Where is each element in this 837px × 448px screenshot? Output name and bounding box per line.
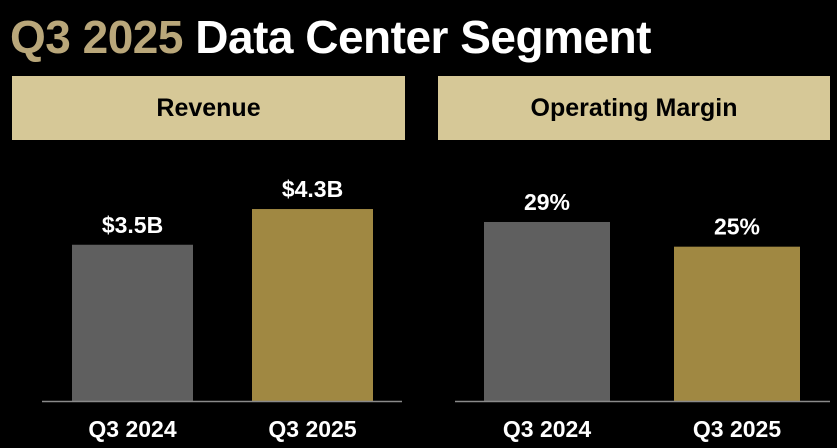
margin-q3-2025-value-label: 25%	[714, 214, 760, 240]
title-segment: Data Center Segment	[195, 11, 651, 63]
revenue-q3-2024-value-label: $3.5B	[102, 212, 163, 238]
margin-q3-2025-bar	[674, 246, 800, 401]
revenue-header-label: Revenue	[156, 93, 261, 122]
operating-margin-header-label: Operating Margin	[530, 93, 738, 122]
margin-q3-2025-tick-label: Q3 2025	[693, 416, 781, 442]
title-quarter: Q3 2025	[10, 11, 183, 63]
margin-q3-2024-bar	[484, 221, 610, 401]
revenue-header: Revenue	[12, 76, 405, 140]
slide-title: Q3 2025 Data Center Segment	[10, 2, 651, 72]
margin-q3-2024-value-label: 29%	[524, 189, 570, 215]
revenue-q3-2025-value-label: $4.3B	[282, 176, 343, 202]
revenue-q3-2025-bar	[252, 209, 373, 401]
revenue-q3-2024-bar	[72, 244, 193, 401]
revenue-q3-2025-tick-label: Q3 2025	[268, 416, 356, 442]
revenue-q3-2024-tick-label: Q3 2024	[88, 416, 176, 442]
margin-q3-2024-tick-label: Q3 2024	[503, 416, 591, 442]
operating-margin-header: Operating Margin	[438, 76, 830, 140]
